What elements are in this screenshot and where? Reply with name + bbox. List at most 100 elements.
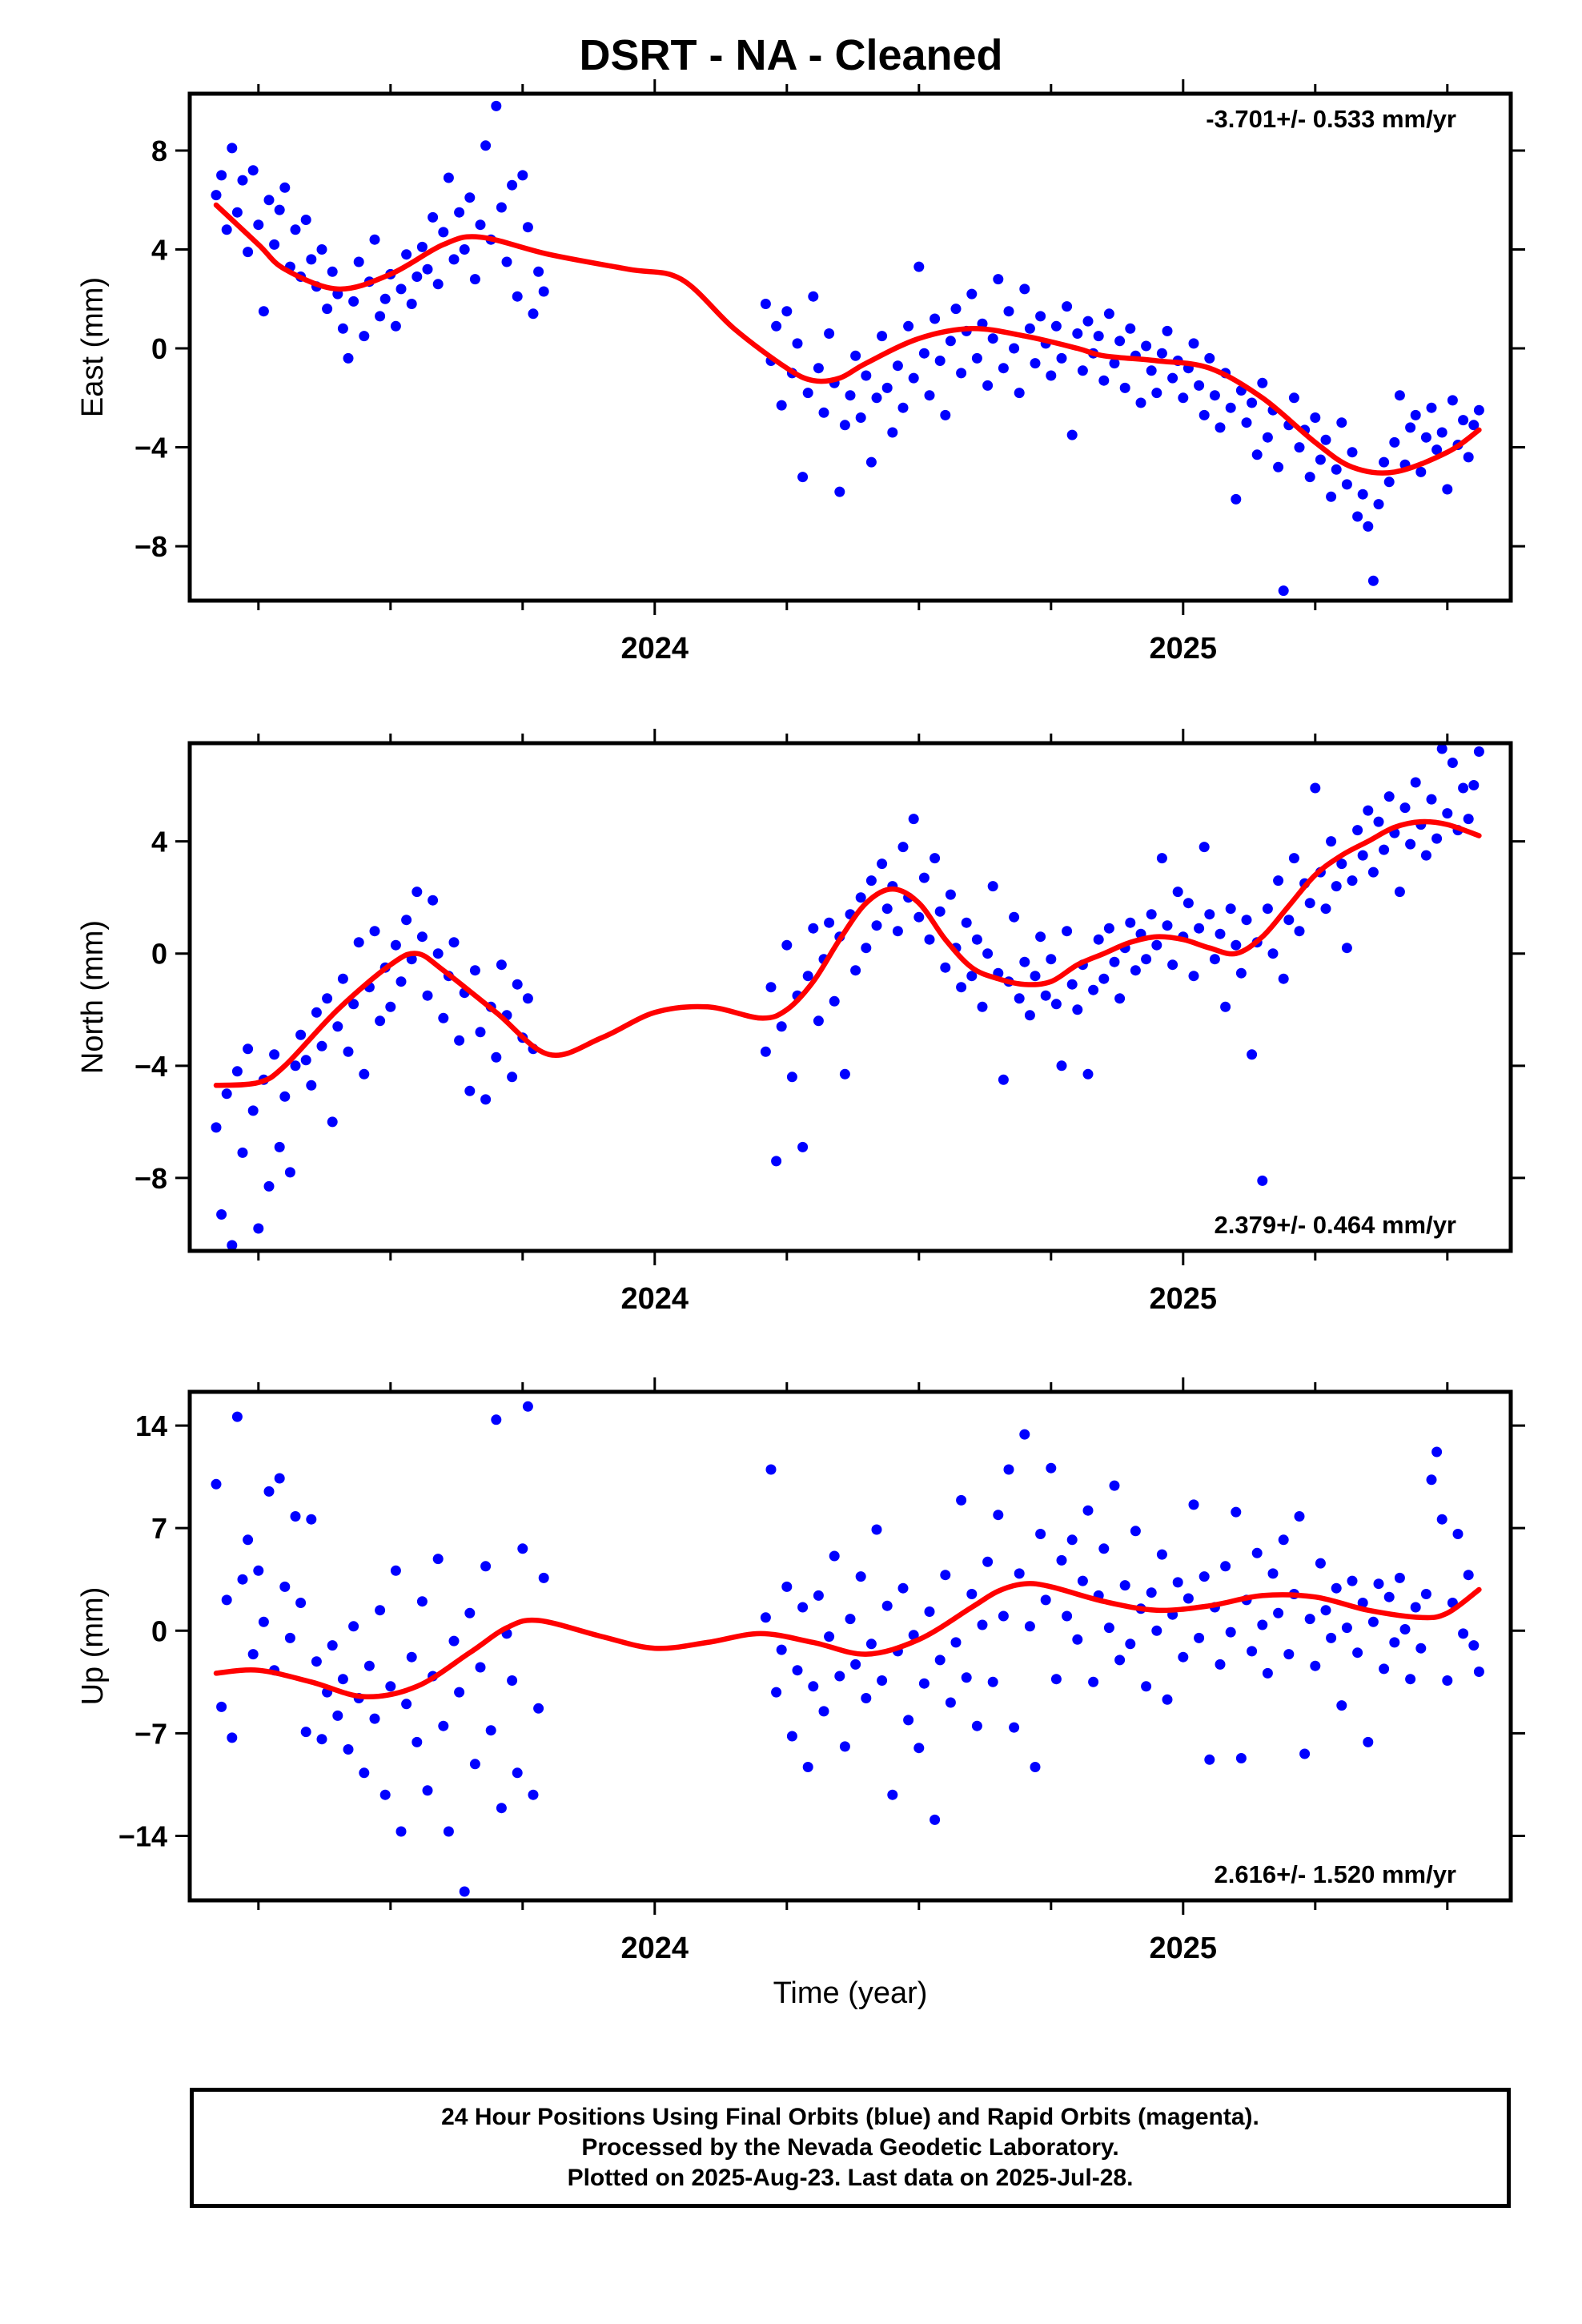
- data-point: [861, 1693, 872, 1703]
- data-point: [454, 1035, 465, 1046]
- data-point: [1146, 1587, 1157, 1598]
- x-tick-label: 2025: [1150, 1282, 1218, 1316]
- data-point: [1352, 511, 1363, 522]
- data-point: [428, 211, 439, 223]
- data-point: [871, 1524, 882, 1535]
- data-point: [998, 1610, 1009, 1622]
- data-point: [416, 1596, 428, 1607]
- data-point: [855, 1571, 866, 1582]
- data-point: [221, 224, 232, 235]
- data-point: [359, 331, 370, 342]
- data-point: [253, 219, 264, 231]
- data-point: [1247, 397, 1258, 408]
- data-point: [1458, 782, 1469, 794]
- data-point: [1468, 780, 1480, 790]
- data-point: [1103, 1622, 1114, 1634]
- data-point: [237, 1147, 248, 1158]
- data-point: [1125, 917, 1136, 928]
- data-point: [1278, 585, 1289, 597]
- data-point: [1072, 328, 1083, 339]
- data-point: [369, 926, 380, 937]
- data-point: [1156, 853, 1167, 864]
- data-point: [824, 328, 835, 339]
- data-point: [454, 1687, 465, 1698]
- data-point: [316, 244, 327, 255]
- data-point: [1405, 1674, 1416, 1685]
- y-axis-label: North (mm): [76, 920, 110, 1074]
- data-point: [359, 1767, 370, 1779]
- data-point: [871, 920, 882, 931]
- data-point: [813, 1590, 824, 1601]
- data-point: [406, 1651, 417, 1663]
- data-point: [496, 959, 507, 971]
- data-point: [792, 1665, 803, 1676]
- data-point: [1066, 979, 1078, 990]
- data-point: [491, 1051, 502, 1063]
- data-point: [412, 887, 423, 898]
- x-axis-label: Time (year): [773, 1976, 928, 2010]
- data-point: [1062, 301, 1073, 312]
- data-point: [501, 256, 512, 267]
- data-point: [1304, 898, 1315, 909]
- data-point: [1373, 499, 1384, 510]
- data-point: [908, 372, 919, 384]
- data-point: [247, 1105, 259, 1116]
- data-point: [1151, 388, 1162, 399]
- data-point: [459, 1886, 470, 1897]
- data-point: [887, 427, 898, 438]
- data-point: [279, 182, 291, 193]
- data-point: [348, 296, 359, 307]
- data-point: [1310, 1660, 1321, 1671]
- data-point: [1130, 965, 1141, 976]
- data-point: [1352, 1647, 1363, 1659]
- data-point: [1156, 1549, 1167, 1560]
- data-point: [1003, 306, 1014, 317]
- data-point: [1458, 415, 1469, 426]
- data-point: [1188, 338, 1199, 349]
- data-point: [940, 1570, 951, 1581]
- data-point: [1167, 372, 1178, 384]
- data-point: [1394, 887, 1405, 898]
- data-point: [1473, 1667, 1484, 1677]
- data-point: [306, 254, 317, 265]
- data-point: [1119, 382, 1130, 393]
- data-point: [956, 982, 967, 993]
- data-point: [1125, 323, 1136, 334]
- up-panel: 2024 2025 −14 −7 0 7 14 Up (mm) Time (year) 2.616…: [76, 1377, 1525, 2010]
- data-point: [522, 222, 533, 233]
- data-point: [908, 1630, 919, 1641]
- footer-line-3: Plotted on 2025-Aug-23. Last data on 202…: [567, 2165, 1134, 2191]
- data-point: [332, 1021, 343, 1032]
- chart-title: DSRT - NA - Cleaned: [579, 31, 1003, 79]
- data-point: [227, 143, 238, 154]
- data-point: [1452, 1529, 1464, 1539]
- data-point: [396, 976, 407, 987]
- data-point: [1209, 954, 1220, 965]
- data-point: [924, 390, 935, 401]
- data-point: [1331, 1582, 1342, 1594]
- data-point: [765, 1464, 777, 1475]
- data-point: [930, 313, 941, 324]
- data-point: [850, 1659, 861, 1670]
- y-axis-label: East (mm): [76, 277, 110, 417]
- data-point: [1062, 1610, 1073, 1622]
- data-point: [1050, 999, 1062, 1010]
- data-point: [533, 266, 544, 277]
- data-point: [337, 973, 348, 984]
- data-point: [998, 1074, 1009, 1085]
- data-point: [1357, 850, 1368, 861]
- data-point: [834, 1671, 845, 1682]
- data-point: [1331, 464, 1342, 475]
- data-point: [469, 274, 480, 285]
- footer-line-1: 24 Hour Positions Using Final Orbits (bl…: [441, 2104, 1259, 2130]
- data-point: [1215, 928, 1226, 939]
- data-point: [855, 412, 866, 423]
- data-point: [850, 350, 861, 361]
- data-point: [1447, 758, 1458, 768]
- data-point: [1003, 1464, 1014, 1475]
- data-point: [1188, 971, 1199, 982]
- data-point: [274, 1141, 285, 1152]
- data-point: [1014, 388, 1025, 399]
- data-point: [443, 1826, 454, 1837]
